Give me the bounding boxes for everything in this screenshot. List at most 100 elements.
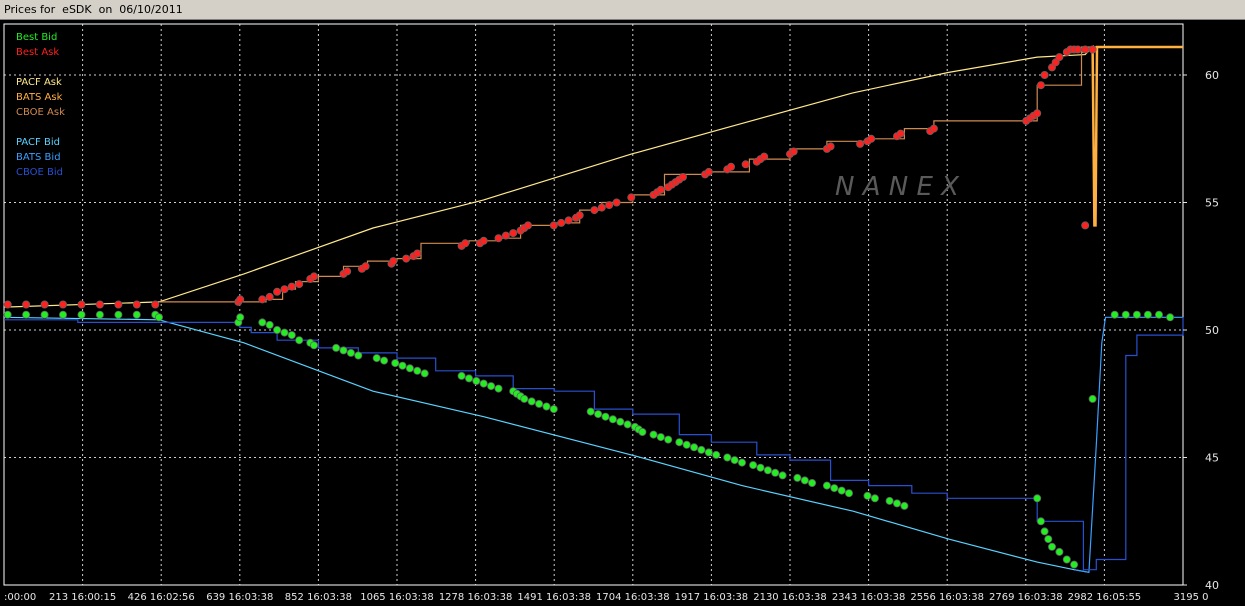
best-bid-marker — [586, 407, 595, 416]
best-ask-marker — [295, 280, 304, 289]
x-axis-ticks: :00:00 213 16:00:15 426 16:02:56 639 16:03:… — [4, 592, 1209, 603]
best-ask-marker — [679, 172, 688, 181]
best-ask-marker — [343, 267, 352, 276]
best-bid-marker — [800, 476, 809, 485]
chart-background — [0, 20, 1245, 606]
legend-pacf-ask: PACF Ask — [16, 77, 62, 88]
best-bid-marker — [479, 379, 488, 388]
best-bid-marker — [346, 348, 355, 357]
best-ask-marker — [59, 300, 68, 309]
best-bid-marker — [675, 438, 684, 447]
best-bid-marker — [132, 310, 141, 319]
best-bid-marker — [339, 346, 348, 355]
best-bid-marker — [420, 369, 429, 378]
x-tick-label: 2130 16:03:38 — [753, 592, 827, 603]
bats-bid-line — [1073, 316, 1183, 574]
best-bid-marker — [309, 341, 318, 350]
x-tick-label: 3195 0 — [1174, 592, 1209, 603]
best-ask-marker — [132, 300, 141, 309]
best-ask-marker — [789, 147, 798, 156]
best-ask-marker — [258, 295, 267, 304]
legend-best-ask: Best Ask — [16, 47, 59, 58]
best-bid-marker — [885, 496, 894, 505]
best-bid-marker — [1033, 494, 1042, 503]
best-ask-marker — [509, 229, 518, 238]
best-bid-marker — [601, 412, 610, 421]
y-tick-label: 50 — [1205, 324, 1219, 337]
best-ask-marker — [236, 295, 245, 304]
best-bid-marker — [1036, 517, 1045, 526]
best-bid-marker — [771, 468, 780, 477]
best-ask-marker — [1055, 53, 1064, 62]
best-bid-marker — [1088, 394, 1097, 403]
best-bid-marker — [280, 328, 289, 337]
best-ask-marker — [575, 211, 584, 220]
best-bid-marker — [380, 356, 389, 365]
best-bid-marker — [59, 310, 68, 319]
best-bid-marker — [712, 450, 721, 459]
price-chart: N A N E X 40 45 50 55 60 :00:00 213 16:00:15 4… — [0, 20, 1245, 606]
best-bid-marker — [1155, 310, 1164, 319]
best-ask-marker — [361, 262, 370, 271]
best-bid-marker — [723, 453, 732, 462]
best-bid-marker — [22, 310, 31, 319]
best-ask-marker — [273, 287, 282, 296]
x-tick-label: 1278 16:03:38 — [439, 592, 513, 603]
y-tick-label: 55 — [1205, 197, 1219, 210]
best-bid-marker — [1070, 560, 1079, 569]
x-tick-label: 639 16:03:38 — [206, 592, 273, 603]
best-ask-marker — [727, 162, 736, 171]
best-ask-marker — [280, 285, 289, 294]
best-bid-marker — [594, 410, 603, 419]
best-bid-marker — [258, 318, 267, 327]
best-bid-marker — [793, 473, 802, 482]
best-bid-marker — [863, 491, 872, 500]
best-ask-marker — [856, 139, 865, 148]
best-bid-marker — [638, 427, 647, 436]
best-bid-marker — [405, 364, 414, 373]
x-tick-label: 426 16:02:56 — [128, 592, 195, 603]
best-ask-marker — [1081, 45, 1090, 54]
best-ask-marker — [1081, 221, 1090, 230]
legend-best-bid: Best Bid — [16, 32, 57, 43]
best-bid-marker — [114, 310, 123, 319]
best-bid-marker — [1110, 310, 1119, 319]
best-ask-marker — [524, 221, 533, 230]
best-bid-marker — [837, 486, 846, 495]
best-bid-marker — [413, 366, 422, 375]
best-ask-marker — [1040, 71, 1049, 80]
best-ask-marker — [77, 300, 86, 309]
best-bid-marker — [1044, 535, 1053, 544]
best-bid-marker — [608, 415, 617, 424]
legend-bats-ask: BATS Ask — [16, 92, 63, 103]
best-bid-marker — [287, 331, 296, 340]
best-bid-marker — [870, 494, 879, 503]
best-bid-marker — [808, 478, 817, 487]
best-bid-marker — [354, 351, 363, 360]
best-ask-marker — [494, 234, 503, 243]
best-bid-marker — [704, 448, 713, 457]
best-bid-marker — [457, 371, 466, 380]
best-bid-marker — [1055, 547, 1064, 556]
best-ask-marker — [3, 300, 12, 309]
best-bid-marker — [527, 397, 536, 406]
best-bid-marker — [1121, 310, 1130, 319]
x-tick-label: 2982 16:05:55 — [1068, 592, 1142, 603]
best-bid-marker — [332, 343, 341, 352]
best-ask-marker — [1088, 45, 1097, 54]
best-ask-marker — [564, 216, 573, 225]
x-tick-label: 1065 16:03:38 — [360, 592, 434, 603]
best-bid-marker — [830, 484, 839, 493]
best-bid-marker — [756, 463, 765, 472]
x-tick-label: 1917 16:03:38 — [675, 592, 749, 603]
pacf-bid-line — [3, 316, 1090, 573]
cboe-bid-line — [4, 317, 1184, 571]
best-ask-marker — [1036, 81, 1045, 90]
best-bid-marker — [265, 320, 274, 329]
window-title-bar: Prices for eSDK on 06/10/2011 — [0, 0, 1245, 20]
best-ask-marker — [1033, 109, 1042, 118]
best-bid-marker — [900, 501, 909, 510]
best-ask-marker — [95, 300, 104, 309]
best-bid-marker — [778, 471, 787, 480]
legend-cboe-ask: CBOE Ask — [16, 107, 65, 118]
